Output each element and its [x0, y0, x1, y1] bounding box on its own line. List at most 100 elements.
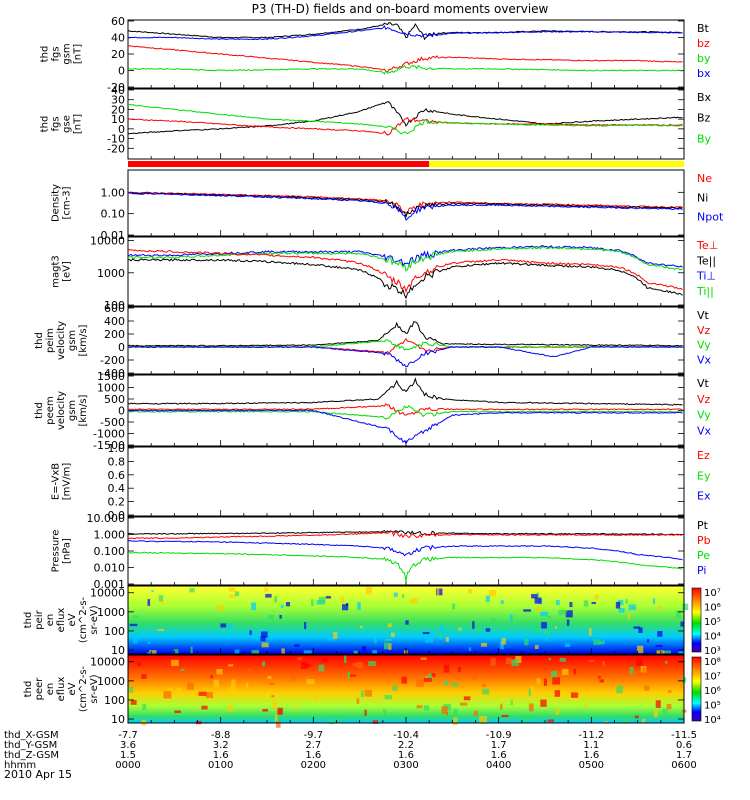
spectrogram-pixel — [147, 641, 151, 645]
spectrogram-pixel — [276, 720, 281, 728]
spectrogram-pixel — [365, 587, 373, 595]
spectrogram-pixel — [523, 716, 531, 722]
spectrogram-pixel — [634, 715, 639, 719]
y-axis-label: (cm^2-s- — [78, 596, 89, 643]
series-Vt — [127, 377, 683, 406]
spectrogram-pixel — [261, 661, 266, 667]
y-tick-label: -20 — [107, 142, 125, 155]
spectrogram-pixel — [510, 614, 513, 622]
y-tick-label: 0.010 — [94, 562, 126, 575]
spectrogram-pixel — [545, 637, 549, 641]
spectrogram-pixel — [372, 650, 377, 654]
spectrogram-pixel — [210, 675, 213, 679]
x-axis-value: 1.1 — [583, 740, 599, 751]
series-bx — [127, 25, 683, 41]
spectrogram-pixel — [384, 638, 392, 642]
legend-entry: Bx — [697, 91, 712, 104]
x-axis-value: 1.6 — [213, 750, 229, 761]
spectrogram-pixel — [565, 610, 573, 618]
legend-entry: Ex — [697, 490, 711, 503]
spectrogram-pixel — [511, 659, 519, 667]
spectrogram-pixel — [459, 702, 468, 706]
spectrogram-pixel — [438, 633, 443, 638]
spectrogram-pixel — [393, 592, 398, 597]
spectrogram-pixel — [137, 662, 142, 667]
y-tick-label: 0.6 — [108, 469, 126, 482]
spectrogram-pixel — [564, 643, 571, 648]
spectrogram-pixel — [176, 687, 182, 694]
spectrogram-pixel — [360, 690, 364, 698]
legend-entry: Vt — [697, 377, 710, 390]
spectrogram-pixel — [440, 623, 444, 631]
colorbar-tick-label: 10⁷ — [704, 588, 721, 599]
legend-entry: Vz — [697, 393, 711, 406]
y-tick-label: 10.000 — [87, 512, 126, 525]
series-Bt — [128, 22, 683, 41]
legend-entry: by — [697, 52, 711, 65]
spectrogram-pixel — [290, 673, 297, 681]
spectrogram-pixel — [472, 621, 475, 629]
y-axis-label: peim — [45, 328, 56, 353]
legend-entry: Vx — [697, 353, 712, 366]
y-tick-label: 10 — [111, 644, 125, 657]
spectrogram-pixel — [646, 639, 650, 643]
y-tick-label: 0 — [118, 405, 125, 418]
spectrogram-pixel — [383, 709, 386, 716]
spectrogram-pixel — [306, 679, 315, 685]
series-By — [127, 103, 683, 135]
spectrogram-pixel — [445, 637, 449, 642]
spectrogram-pixel — [277, 707, 283, 715]
series-Vy — [127, 404, 683, 420]
spectrogram-pixel — [340, 596, 345, 603]
spectrogram-pixel — [499, 641, 504, 650]
y-tick-label: 1000 — [97, 675, 125, 688]
spectrogram-pixel — [314, 694, 318, 702]
spectrogram-pixel — [457, 667, 461, 672]
y-axis-label: velocity — [56, 321, 67, 360]
spectrogram-pixel — [548, 657, 552, 661]
y-axis-label: Pressure — [51, 530, 62, 573]
spectrogram-pixel — [342, 604, 349, 611]
spectrogram-pixel — [610, 691, 614, 698]
series-by — [127, 64, 683, 75]
spectrogram-pixel — [441, 706, 448, 714]
spectrogram-pixel — [570, 692, 579, 698]
spectrogram-pixel — [658, 605, 662, 611]
y-tick-label: 1000 — [97, 267, 125, 280]
colorbar-tick-label: 10³ — [704, 646, 721, 657]
spectrogram-pixel — [217, 605, 225, 611]
spectrogram-pixel — [373, 635, 377, 644]
spectrogram-pixel — [617, 599, 624, 606]
spectrogram-pixel — [327, 634, 335, 641]
spectrogram-pixel — [680, 621, 684, 627]
spectrogram-pixel — [231, 679, 236, 688]
spectrogram-pixel — [193, 691, 201, 696]
legend-entry: Bt — [697, 22, 710, 35]
spectrogram-pixel — [229, 686, 236, 692]
spectrogram-pixel — [637, 645, 644, 654]
x-axis-value: 0000 — [115, 760, 140, 771]
spectrogram-pixel — [163, 690, 172, 699]
x-axis-value: 3.6 — [120, 740, 136, 751]
y-tick-label: 0.4 — [108, 482, 126, 495]
y-axis-label: thd — [34, 332, 45, 349]
y-tick-label: 1500 — [97, 370, 125, 383]
spectrogram-pixel — [636, 658, 643, 666]
spectrogram-pixel — [453, 708, 458, 716]
spectrogram-pixel — [481, 642, 487, 647]
panel-frame — [127, 169, 685, 237]
y-tick-label: 60 — [111, 15, 125, 28]
spectrogram-pixel — [303, 650, 312, 656]
spectrogram-pixel — [547, 719, 555, 723]
spectrogram-pixel — [562, 609, 568, 613]
spectrogram-pixel — [383, 642, 389, 650]
y-axis-label: [km/s] — [78, 324, 89, 356]
spectrogram-pixel — [310, 599, 314, 607]
y-tick-label: 600 — [104, 302, 125, 315]
x-axis-value: 1.7 — [491, 740, 507, 751]
spectrogram-pixel — [561, 668, 569, 676]
spectrogram-pixel — [213, 679, 220, 688]
legend-entry: Ne — [697, 172, 712, 185]
spectrogram-pixel — [602, 660, 605, 667]
